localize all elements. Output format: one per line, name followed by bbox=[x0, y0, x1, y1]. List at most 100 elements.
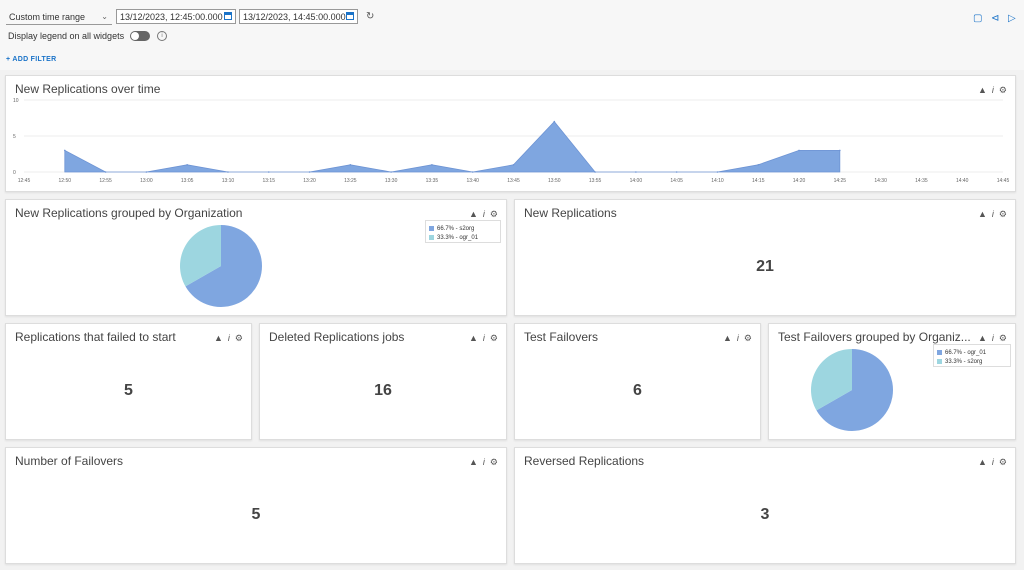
x-tick-label: 13:20 bbox=[303, 178, 316, 184]
panel-failed-start: Replications that failed to start ▲ i ⚙ … bbox=[5, 323, 252, 440]
info-icon[interactable]: i bbox=[991, 333, 994, 343]
data-point bbox=[798, 149, 800, 152]
panel-actions: ▲ i ⚙ bbox=[723, 333, 752, 344]
gear-icon[interactable]: ⚙ bbox=[998, 333, 1007, 343]
legend-item: 66.7% - s2org bbox=[429, 224, 497, 233]
x-tick-label: 14:35 bbox=[915, 178, 928, 184]
panel-new-replications: New Replications ▲ i ⚙ 21 bbox=[514, 199, 1016, 316]
y-tick-label: 5 bbox=[13, 134, 16, 140]
info-icon[interactable]: i bbox=[157, 31, 167, 41]
panel-test-failovers: Test Failovers ▲ i ⚙ 6 bbox=[514, 323, 761, 440]
info-icon[interactable]: i bbox=[736, 333, 739, 343]
x-tick-label: 13:10 bbox=[222, 178, 235, 184]
panel-title: Reversed Replications bbox=[524, 454, 645, 468]
data-point bbox=[308, 171, 311, 173]
panel-actions: ▲ i ⚙ bbox=[978, 85, 1007, 96]
panel-by-org: New Replications grouped by Organization… bbox=[5, 199, 507, 316]
x-tick-label: 14:15 bbox=[752, 178, 765, 184]
x-tick-label: 13:15 bbox=[262, 178, 275, 184]
data-point bbox=[757, 164, 760, 166]
legend-item: 33.3% - s2org bbox=[937, 357, 1007, 366]
legend-item: 66.7% - ogr_01 bbox=[937, 348, 1007, 357]
info-icon[interactable]: i bbox=[991, 209, 994, 219]
chart-type-icon[interactable]: ▲ bbox=[469, 457, 478, 467]
panel-title: New Replications over time bbox=[15, 82, 161, 96]
panel-over-time: New Replications over time ▲ i ⚙ 0 5 10 12:… bbox=[5, 75, 1016, 192]
pie-slice bbox=[811, 349, 852, 411]
legend-item: 33.3% - ogr_01 bbox=[429, 233, 497, 242]
panel-test-by-org: Test Failovers grouped by Organiz... ▲ i… bbox=[768, 323, 1016, 440]
document-icon[interactable]: ▢ bbox=[973, 13, 983, 24]
panel-actions: ▲ i ⚙ bbox=[978, 209, 1007, 220]
pie-slice bbox=[816, 349, 893, 431]
x-tick-label: 12:45 bbox=[18, 178, 31, 184]
panel-deleted-jobs: Deleted Replications jobs ▲ i ⚙ 16 bbox=[259, 323, 507, 440]
data-point bbox=[675, 171, 678, 173]
panel-title: Number of Failovers bbox=[15, 454, 124, 468]
share-icon[interactable]: ⊲ bbox=[991, 13, 1000, 24]
gear-icon[interactable]: ⚙ bbox=[234, 333, 243, 343]
chart-type-icon[interactable]: ▲ bbox=[978, 333, 987, 343]
gear-icon[interactable]: ⚙ bbox=[998, 85, 1007, 95]
calendar-icon[interactable] bbox=[346, 12, 354, 20]
time-range-select[interactable]: Custom time range ⌄ bbox=[6, 9, 112, 25]
x-tick-label: 14:30 bbox=[874, 178, 887, 184]
chart-type-icon[interactable]: ▲ bbox=[469, 333, 478, 343]
area-series bbox=[64, 120, 841, 173]
metric-value: 3 bbox=[760, 506, 770, 523]
gear-icon[interactable]: ⚙ bbox=[998, 457, 1007, 467]
x-tick-label: 13:50 bbox=[548, 178, 561, 184]
panel-title: New Replications bbox=[524, 206, 617, 220]
x-tick-label: 13:35 bbox=[426, 178, 439, 184]
gear-icon[interactable]: ⚙ bbox=[489, 333, 498, 343]
x-tick-label: 12:55 bbox=[99, 178, 112, 184]
chevron-down-icon: ⌄ bbox=[101, 12, 108, 21]
toggle-knob bbox=[131, 32, 139, 40]
info-icon[interactable]: i bbox=[991, 457, 994, 467]
info-icon[interactable]: i bbox=[991, 85, 994, 95]
info-icon[interactable]: i bbox=[482, 333, 485, 343]
toolbar: Custom time range ⌄ 13/12/2023, 12:45:00… bbox=[0, 0, 1024, 70]
chart-type-icon[interactable]: ▲ bbox=[214, 333, 223, 343]
panel-actions: ▲ i ⚙ bbox=[978, 457, 1007, 468]
start-date-input[interactable]: 13/12/2023, 12:45:00.000 bbox=[116, 9, 236, 24]
end-date-input[interactable]: 13/12/2023, 14:45:00.000 bbox=[239, 9, 358, 24]
gear-icon[interactable]: ⚙ bbox=[998, 209, 1007, 219]
chart-type-icon[interactable]: ▲ bbox=[469, 209, 478, 219]
data-point bbox=[553, 120, 556, 123]
metric-value: 5 bbox=[124, 382, 133, 399]
x-tick-label: 12:50 bbox=[59, 178, 72, 184]
info-icon[interactable]: i bbox=[227, 333, 230, 343]
panel-reversed: Reversed Replications ▲ i ⚙ 3 bbox=[514, 447, 1016, 564]
chart-type-icon[interactable]: ▲ bbox=[723, 333, 732, 343]
gear-icon[interactable]: ⚙ bbox=[743, 333, 752, 343]
export-icon[interactable]: ▷ bbox=[1008, 13, 1016, 24]
chart-type-icon[interactable]: ▲ bbox=[978, 209, 987, 219]
info-icon[interactable]: i bbox=[482, 209, 485, 219]
metric-value: 5 bbox=[251, 506, 261, 523]
legend-toggle[interactable] bbox=[130, 31, 150, 41]
pie-chart bbox=[180, 225, 262, 307]
pie-legend: 66.7% - ogr_01 33.3% - s2org bbox=[933, 344, 1011, 367]
panel-title: Replications that failed to start bbox=[15, 330, 176, 344]
chart-type-icon[interactable]: ▲ bbox=[978, 85, 987, 95]
gear-icon[interactable]: ⚙ bbox=[489, 209, 498, 219]
data-point bbox=[349, 164, 352, 166]
panel-num-failovers: Number of Failovers ▲ i ⚙ 5 bbox=[5, 447, 507, 564]
x-tick-label: 14:45 bbox=[997, 178, 1010, 184]
x-tick-label: 13:55 bbox=[589, 178, 602, 184]
gear-icon[interactable]: ⚙ bbox=[489, 457, 498, 467]
calendar-icon[interactable] bbox=[224, 12, 232, 20]
add-filter-button[interactable]: + ADD FILTER bbox=[6, 56, 57, 63]
y-tick-label: 0 bbox=[13, 170, 16, 176]
metric-value: 6 bbox=[633, 382, 642, 399]
refresh-icon[interactable]: ↻ bbox=[366, 11, 375, 22]
x-tick-label: 14:25 bbox=[834, 178, 847, 184]
x-tick-label: 14:20 bbox=[793, 178, 806, 184]
panel-title: Deleted Replications jobs bbox=[269, 330, 405, 344]
data-point bbox=[716, 171, 719, 173]
info-icon[interactable]: i bbox=[482, 457, 485, 467]
x-tick-label: 14:40 bbox=[956, 178, 969, 184]
chart-type-icon[interactable]: ▲ bbox=[978, 457, 987, 467]
time-range-value: Custom time range bbox=[9, 12, 86, 22]
